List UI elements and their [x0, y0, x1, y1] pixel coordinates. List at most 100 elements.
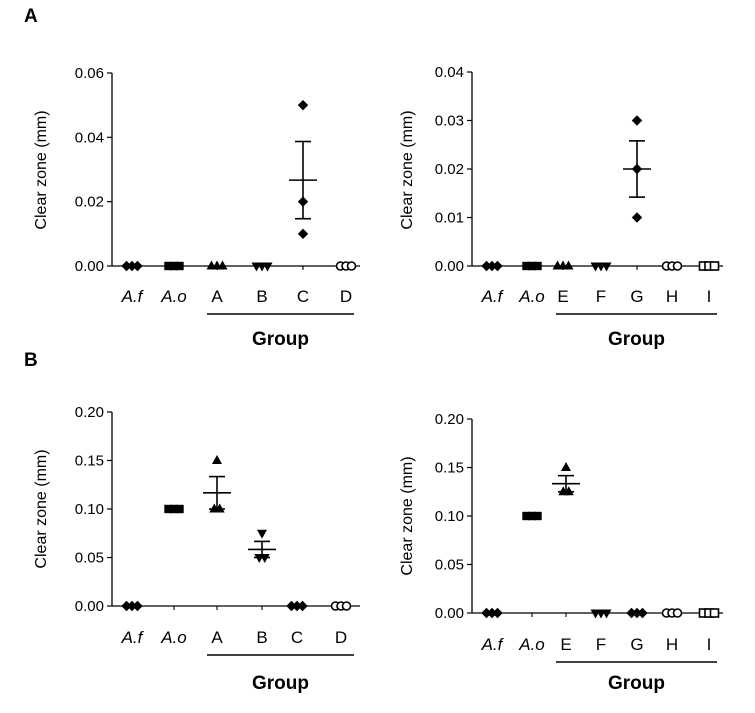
- data-point: [672, 261, 683, 271]
- data-point: [486, 260, 498, 272]
- x-tick-label: C: [291, 628, 303, 647]
- series-i: [698, 261, 720, 271]
- data-point: [533, 261, 542, 271]
- chart-a2: 0.00 0.01 0.02 0.03 0.04 Clear zone (mm) A.f A.…: [399, 64, 723, 350]
- data-point: [527, 261, 537, 271]
- group-label: Group: [252, 329, 309, 350]
- series-af: [481, 260, 503, 272]
- data-point: [533, 511, 542, 521]
- data-point: [126, 260, 138, 272]
- y-tick-label: 0.02: [75, 194, 104, 211]
- x-tick-label: B: [256, 628, 267, 647]
- data-point: [164, 504, 173, 514]
- data-point: [601, 609, 612, 619]
- y-axis-label: Clear zone (mm): [33, 110, 50, 229]
- series-f: [590, 609, 612, 619]
- x-tick-label: D: [335, 628, 347, 647]
- x-tick-label: A.f: [121, 628, 145, 647]
- x-tick-label: I: [707, 635, 712, 654]
- data-point: [132, 600, 143, 612]
- data-point: [709, 261, 720, 271]
- y-tick-label: 0.00: [75, 598, 104, 615]
- y-axis-label: Clear zone (mm): [399, 110, 416, 229]
- data-point: [631, 607, 643, 619]
- x-tick-label: A: [211, 628, 223, 647]
- x-tick-label: H: [666, 635, 678, 654]
- y-tick-label: 0.04: [75, 129, 104, 146]
- data-point: [492, 607, 503, 619]
- x-tick-label: D: [340, 287, 352, 306]
- data-point: [175, 504, 184, 514]
- y-tick-label: 0.00: [75, 258, 104, 275]
- x-tick-label: A.o: [518, 287, 545, 306]
- data-point: [257, 529, 267, 539]
- series-c: [286, 600, 308, 612]
- y-tick-label: 0.20: [435, 411, 464, 428]
- y-axis-label: Clear zone (mm): [33, 449, 50, 568]
- series-e: [552, 462, 580, 496]
- series-g: [623, 115, 651, 223]
- x-tick-label: F: [596, 287, 606, 306]
- data-point: [214, 503, 225, 513]
- data-point: [637, 607, 648, 619]
- y-tick-label: 0.20: [75, 404, 104, 421]
- data-point: [126, 600, 138, 612]
- data-point: [626, 607, 637, 619]
- data-point: [297, 228, 309, 240]
- y-tick-label: 0.05: [435, 557, 464, 574]
- x-tick-label: A.f: [121, 287, 145, 306]
- data-point: [286, 600, 297, 612]
- data-point: [217, 260, 228, 270]
- data-point: [631, 212, 643, 223]
- x-tick-label: I: [707, 287, 712, 306]
- series-d: [335, 261, 357, 271]
- x-tick-label: F: [596, 635, 606, 654]
- data-point: [169, 261, 179, 271]
- x-tick-label: A.o: [160, 287, 187, 306]
- series-h: [661, 261, 683, 271]
- chart-b2: 0.00 0.05 0.10 0.15 0.20 Clear zone (mm) A.f A.…: [399, 411, 723, 694]
- series-ao: [522, 511, 542, 521]
- group-label: Group: [252, 673, 309, 694]
- series-f: [590, 262, 612, 272]
- y-axis-label: Clear zone (mm): [399, 456, 416, 575]
- y-tick-label: 0.02: [435, 161, 464, 178]
- y-tick-label: 0.01: [435, 210, 464, 227]
- x-tick-label: A.f: [481, 287, 505, 306]
- y-tick-label: 0.15: [435, 460, 464, 477]
- series-ao: [164, 504, 184, 514]
- charts: 0.00 0.02 0.04 0.06 Clear zone (mm) A.f A.o A B C…: [33, 64, 723, 694]
- series-af: [481, 607, 503, 619]
- data-point: [169, 504, 179, 514]
- data-point: [522, 261, 531, 271]
- group-label: Group: [608, 673, 665, 694]
- series-b: [251, 262, 273, 272]
- data-point: [563, 260, 574, 270]
- x-tick-label: A: [211, 287, 223, 306]
- data-point: [601, 262, 612, 272]
- data-point: [164, 261, 173, 271]
- data-point: [481, 260, 492, 272]
- y-tick-label: 0.10: [75, 501, 104, 518]
- data-point: [212, 455, 222, 464]
- data-point: [132, 260, 143, 272]
- data-point: [709, 608, 720, 618]
- y-tick-label: 0.03: [435, 113, 464, 130]
- chart-b1: 0.00 0.05 0.10 0.15 0.20 Clear zone (mm) A.f A.…: [33, 404, 360, 694]
- y-tick-label: 0.05: [75, 550, 104, 567]
- series-h: [661, 608, 683, 618]
- data-point: [121, 600, 132, 612]
- data-point: [297, 196, 309, 207]
- series-ao: [522, 261, 542, 271]
- series-b: [248, 529, 276, 563]
- x-tick-label: C: [297, 287, 309, 306]
- x-tick-label: H: [666, 287, 678, 306]
- series-ao: [164, 261, 184, 271]
- x-tick-label: A.o: [160, 628, 187, 647]
- y-tick-label: 0.00: [435, 258, 464, 275]
- data-point: [121, 260, 132, 272]
- y-tick-label: 0.00: [435, 605, 464, 622]
- data-point: [563, 486, 574, 496]
- data-point: [346, 261, 357, 271]
- group-label: Group: [608, 329, 665, 350]
